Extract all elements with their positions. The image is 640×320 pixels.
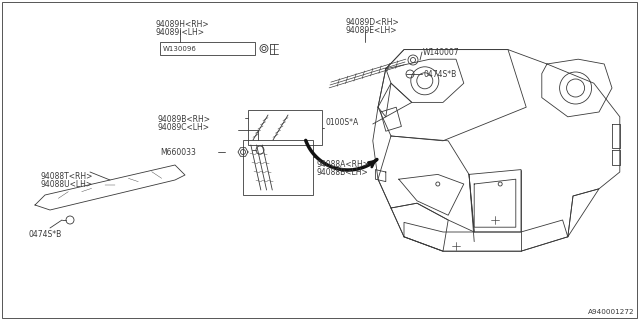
Text: 94089D<RH>: 94089D<RH> xyxy=(345,18,399,27)
Bar xyxy=(160,42,255,55)
Text: 0474S*B: 0474S*B xyxy=(29,230,62,239)
Text: 94089C<LH>: 94089C<LH> xyxy=(157,123,209,132)
Text: 0474S*B: 0474S*B xyxy=(423,69,456,78)
Text: 94088U<LH>: 94088U<LH> xyxy=(40,180,92,189)
Bar xyxy=(248,110,322,145)
Text: 94089I<LH>: 94089I<LH> xyxy=(155,28,204,37)
Text: W130096: W130096 xyxy=(163,45,197,52)
Text: 94088T<RH>: 94088T<RH> xyxy=(40,172,92,181)
Text: 94089H<RH>: 94089H<RH> xyxy=(155,20,209,29)
Text: 94089B<RH>: 94089B<RH> xyxy=(157,115,210,124)
Text: 94088B<LH>: 94088B<LH> xyxy=(316,168,368,177)
Text: 94089E<LH>: 94089E<LH> xyxy=(345,26,397,35)
Text: A940001272: A940001272 xyxy=(588,309,635,315)
Text: 94088A<RH>: 94088A<RH> xyxy=(316,160,369,169)
Text: W140007: W140007 xyxy=(423,47,460,57)
Text: M660033: M660033 xyxy=(160,148,196,156)
Text: 0100S*A: 0100S*A xyxy=(325,118,358,127)
Bar xyxy=(243,140,313,195)
